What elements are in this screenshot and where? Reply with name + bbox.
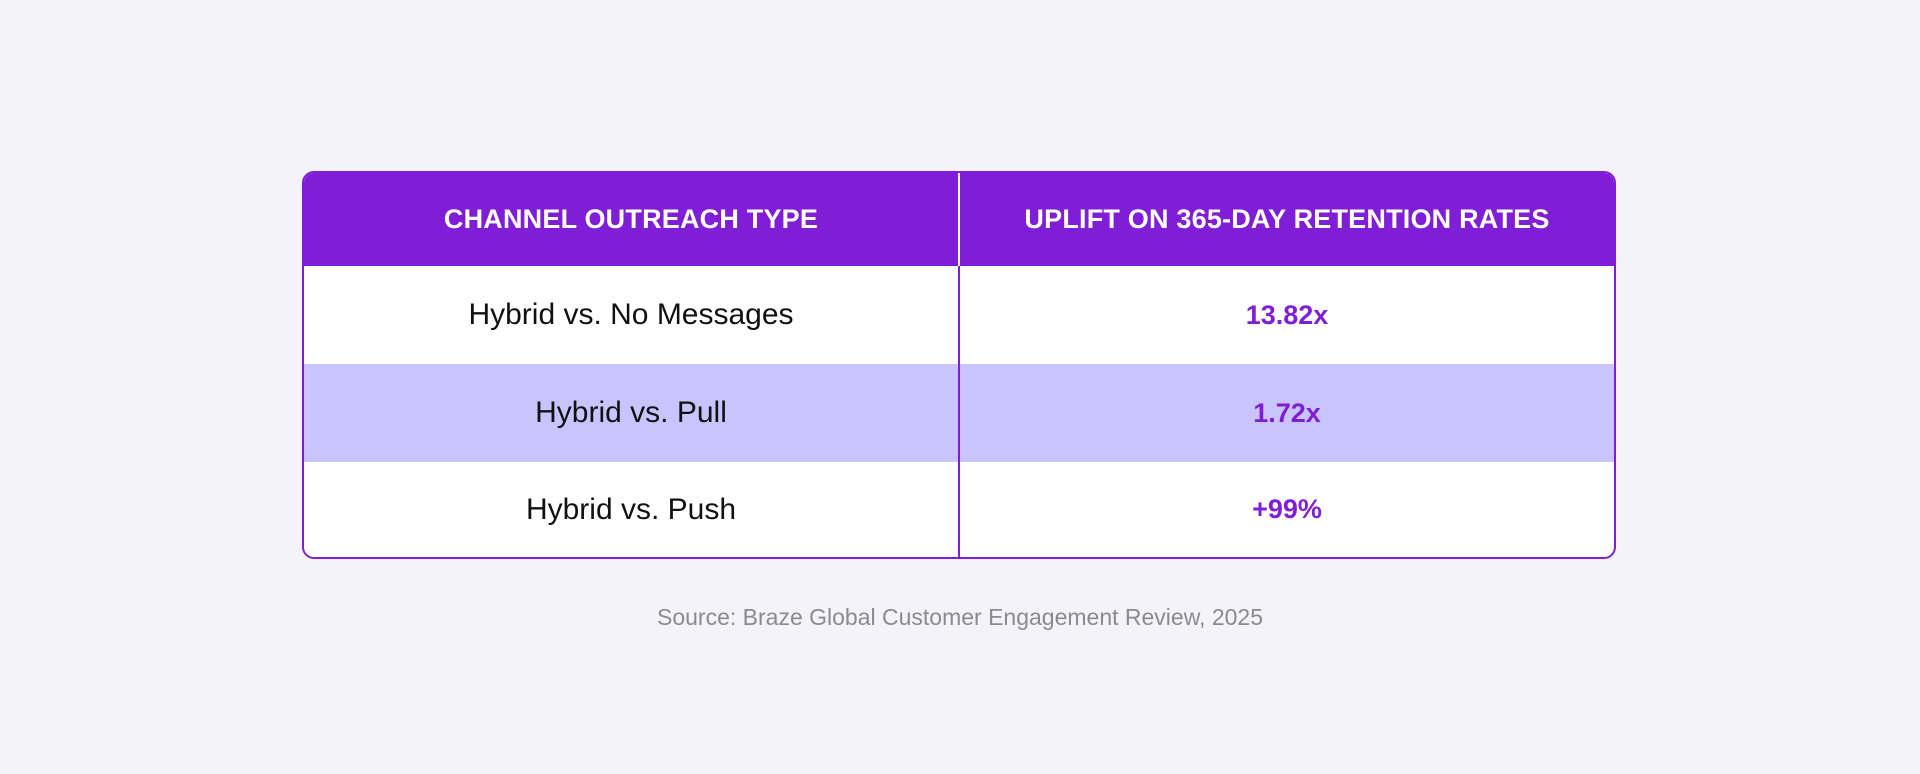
- uplift-cell: 1.72x: [1253, 397, 1321, 428]
- table-row: Hybrid vs. No Messages 13.82x: [304, 266, 1614, 364]
- uplift-cell: 13.82x: [1245, 299, 1329, 330]
- table-row: Hybrid vs. Push +99%: [304, 462, 1614, 557]
- channel-type-cell: Hybrid vs. No Messages: [304, 266, 960, 364]
- retention-uplift-table: CHANNEL OUTREACH TYPE UPLIFT ON 365-DAY …: [302, 171, 1616, 559]
- channel-type-cell: Hybrid vs. Push: [304, 462, 960, 557]
- uplift-cell: +99%: [1252, 494, 1322, 524]
- source-caption: Source: Braze Global Customer Engagement…: [657, 604, 1263, 630]
- header-channel-type: CHANNEL OUTREACH TYPE: [304, 173, 960, 266]
- channel-type-cell: Hybrid vs. Pull: [304, 364, 960, 462]
- table-row: Hybrid vs. Pull 1.72x: [304, 364, 1614, 462]
- header-uplift: UPLIFT ON 365-DAY RETENTION RATES: [1024, 204, 1550, 234]
- table-header: CHANNEL OUTREACH TYPE UPLIFT ON 365-DAY …: [304, 173, 1614, 266]
